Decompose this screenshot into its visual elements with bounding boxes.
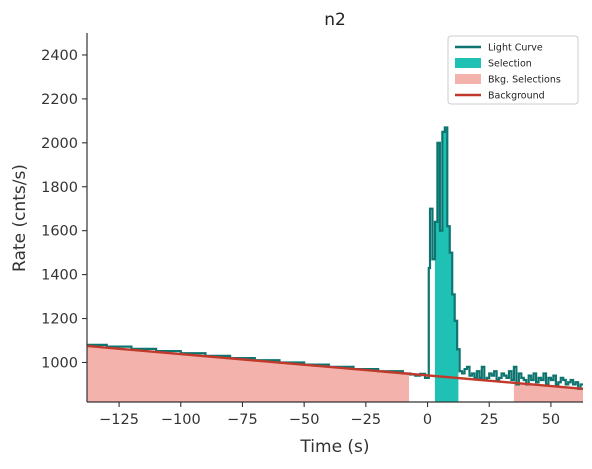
- x-tick-label: −75: [227, 412, 258, 428]
- y-tick-label: 2400: [41, 48, 78, 64]
- y-tick-label: 1600: [41, 224, 78, 240]
- x-axis-label: Time (s): [299, 437, 369, 457]
- x-tick-label: −50: [289, 412, 320, 428]
- x-tick-label: 25: [480, 412, 498, 428]
- x-tick-label: 50: [542, 412, 560, 428]
- legend-label: Light Curve: [488, 43, 543, 54]
- x-tick-label: −125: [99, 412, 139, 428]
- background-fit-line: [86, 344, 584, 391]
- legend-label: Background: [488, 91, 545, 102]
- chart-title: n2: [324, 10, 346, 30]
- legend-patch-swatch: [455, 58, 481, 68]
- legend-frame: [447, 35, 579, 105]
- y-tick-label: 1000: [41, 355, 78, 371]
- y-tick-label: 2200: [41, 92, 78, 108]
- x-axis-ticks: −125 −100 −75 −50 −25 0 25 50: [99, 402, 560, 428]
- legend-label: Bkg. Selections: [488, 75, 561, 86]
- legend-patch-swatch: [455, 74, 481, 84]
- y-axis-label: Rate (cnts/s): [10, 164, 30, 272]
- bkg-selection-region: [87, 345, 410, 402]
- y-tick-label: 1400: [41, 268, 78, 284]
- x-tick-label: 0: [423, 412, 432, 428]
- light-curve-line: [87, 126, 583, 390]
- y-axis-ticks: 1000 1200 1400 1600 1800 2000 2200 2400: [41, 48, 87, 371]
- legend: Light Curve Selection Bkg. Selections Backg…: [447, 35, 579, 105]
- y-tick-label: 1200: [41, 312, 78, 328]
- selection-region: [434, 127, 459, 403]
- x-tick-label: −25: [351, 412, 382, 428]
- y-tick-label: 2000: [41, 136, 78, 152]
- x-tick-label: −100: [161, 412, 201, 428]
- plot-area: [86, 126, 584, 403]
- y-tick-label: 1800: [41, 180, 78, 196]
- legend-label: Selection: [488, 59, 532, 70]
